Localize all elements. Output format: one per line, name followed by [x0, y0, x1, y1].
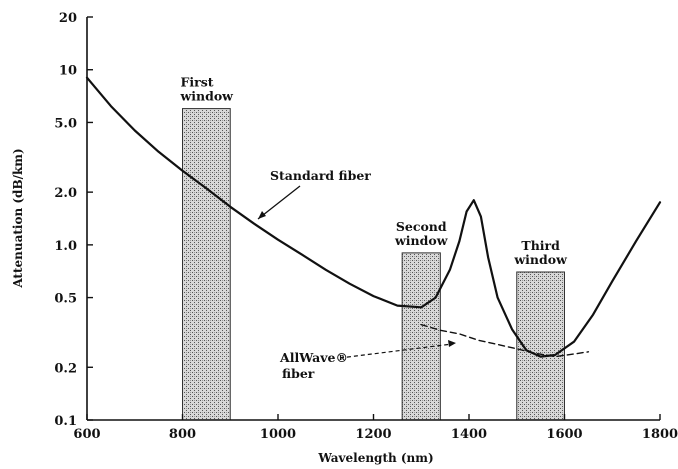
window-2-label-line1: Second	[396, 219, 447, 234]
y-axis-title: Attenuation (dB/km)	[11, 148, 25, 288]
y-tick-label: 2.0	[54, 186, 77, 201]
y-tick-label: 0.5	[54, 292, 77, 307]
x-tick-label: 600	[73, 427, 100, 442]
window-2-label-line2: window	[394, 233, 449, 248]
y-tick-label: 1.0	[54, 239, 77, 254]
standard-fiber-arrow	[257, 185, 301, 220]
x-tick-label: 1600	[546, 427, 582, 442]
x-tick-label: 1800	[642, 427, 678, 442]
window-1-band	[182, 108, 231, 421]
standard-fiber-label: Standard fiber	[270, 168, 371, 183]
series-lines	[85, 76, 662, 358]
allwave-fiber-label-line2: fiber	[282, 366, 315, 381]
standard-fiber-arrowhead	[258, 211, 266, 219]
y-tick-label: 10	[59, 64, 77, 79]
window-3-label-line2: window	[513, 252, 568, 267]
axis-ticks: 600 800 1000 1200 1400 1600 1800 0.1 0.2 0.5 1.0 2.…	[54, 11, 678, 442]
y-tick-label: 5.0	[54, 116, 77, 131]
x-axis-title: Wavelength (nm)	[317, 451, 433, 465]
series-line-standard-fiber	[85, 76, 662, 358]
y-tick-label: 0.1	[54, 414, 77, 429]
x-tick-label: 800	[169, 427, 196, 442]
x-tick-label: 1000	[260, 427, 296, 442]
window-1-label-line2: window	[180, 89, 235, 104]
x-tick-label: 1400	[451, 427, 487, 442]
allwave-fiber-arrow	[339, 343, 453, 359]
window-2-band	[401, 252, 441, 421]
window-3-label-line1: Third	[521, 238, 560, 253]
allwave-fiber-arrowhead	[448, 340, 456, 347]
y-tick-label: 0.2	[54, 361, 77, 376]
y-tick-label: 20	[59, 11, 77, 26]
x-tick-label: 1200	[355, 427, 391, 442]
allwave-fiber-label-line1: AllWave®	[279, 350, 348, 365]
annotations: Standard fiber AllWave® fiber	[257, 168, 456, 381]
transmission-windows	[182, 108, 565, 421]
series-line-allwave-fiber	[420, 324, 590, 358]
window-1-label-line1: First	[181, 75, 214, 90]
